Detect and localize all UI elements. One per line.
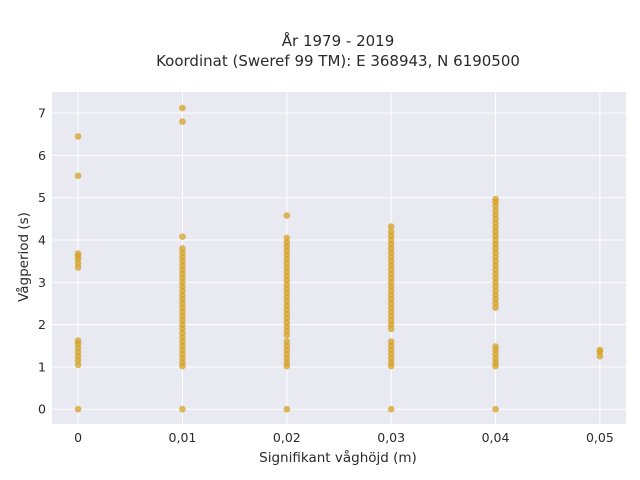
tick-labels: 0 1 2 3 4 5 6 7 0 0,01 0,02 0,03 0,04 0,05 — [38, 106, 614, 445]
y-tick-label: 4 — [38, 233, 46, 248]
data-point — [387, 228, 395, 235]
chart-title-line-2: Koordinat (Sweref 99 TM): E 368943, N 61… — [156, 52, 520, 70]
data-point — [74, 337, 82, 344]
chart-title-line-1: År 1979 - 2019 — [282, 31, 395, 50]
data-point — [179, 405, 186, 413]
y-tick-label: 6 — [38, 148, 46, 163]
data-point — [492, 405, 499, 413]
data-point — [387, 405, 395, 413]
data-point — [283, 338, 291, 345]
x-tick-label: 0,04 — [482, 430, 510, 445]
data-point — [74, 133, 82, 140]
y-tick-label: 0 — [38, 402, 46, 417]
data-point — [179, 233, 186, 240]
x-tick-label: 0,02 — [273, 430, 301, 445]
data-point — [283, 405, 291, 413]
data-point — [596, 346, 604, 354]
data-point — [283, 234, 291, 242]
y-axis-label: Vågperiod (s) — [15, 212, 32, 302]
data-point — [387, 338, 395, 345]
y-tick-label: 1 — [38, 359, 46, 374]
y-tick-label: 7 — [38, 106, 46, 121]
data-point — [492, 343, 499, 350]
data-point — [283, 212, 291, 219]
data-point — [179, 118, 186, 125]
x-tick-label: 0 — [74, 430, 82, 445]
x-tick-label: 0,01 — [169, 430, 197, 445]
data-point — [492, 195, 499, 203]
y-tick-label: 5 — [38, 190, 46, 205]
x-axis-label: Signifikant våghöjd (m) — [259, 449, 417, 466]
data-point — [179, 245, 186, 252]
data-point — [387, 223, 395, 230]
data-points — [74, 104, 604, 413]
plot-area — [52, 92, 626, 424]
x-tick-label: 0,03 — [377, 430, 405, 445]
data-point — [74, 172, 82, 180]
y-tick-label: 3 — [38, 275, 46, 290]
data-point — [179, 104, 186, 112]
y-tick-label: 2 — [38, 317, 46, 332]
data-point — [74, 405, 82, 413]
data-point — [74, 250, 82, 257]
x-tick-label: 0,05 — [586, 430, 614, 445]
